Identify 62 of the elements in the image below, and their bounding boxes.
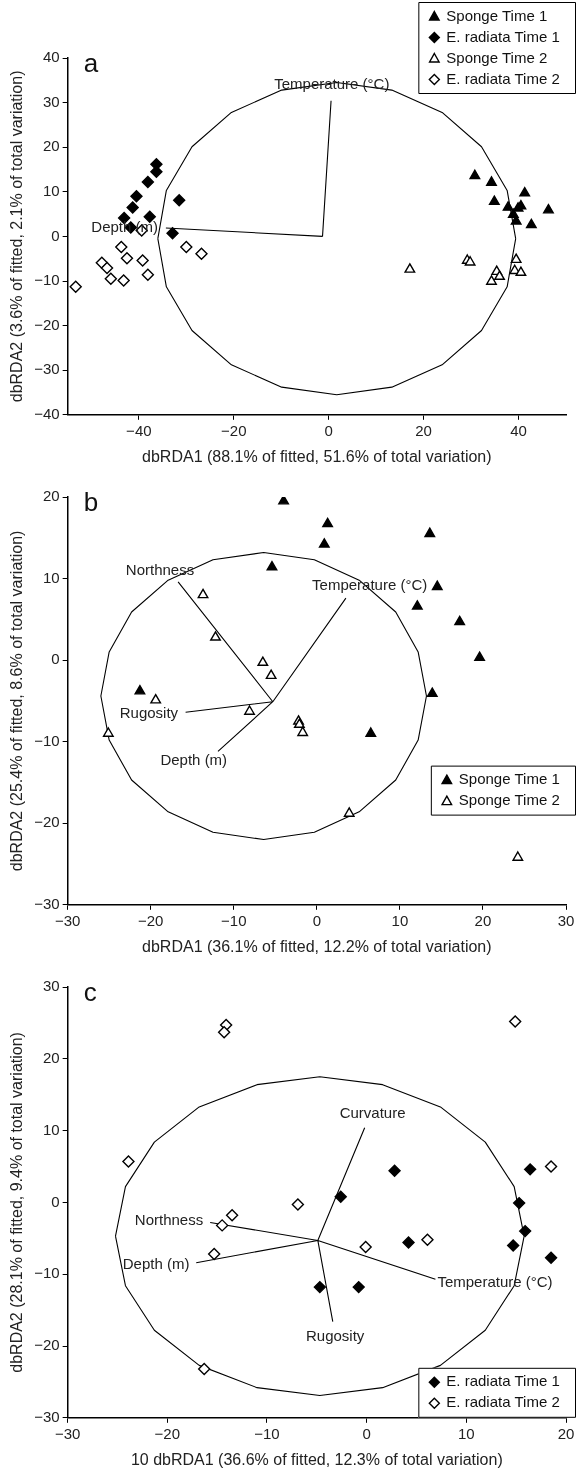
legend-label: Sponge Time 1	[458, 770, 560, 788]
y-axis-title: dbRDA2 (25.4% of fitted, 8.6% of total variation)	[8, 530, 26, 872]
x-tick-label: 0	[324, 421, 333, 439]
x-tick-label: 10	[457, 1424, 475, 1442]
x-tick-label: 40	[510, 421, 527, 439]
y-tick-label: −20	[34, 1336, 60, 1354]
y-tick-label: 10	[42, 181, 60, 199]
x-tick-label: 20	[415, 421, 432, 439]
y-tick-label: 0	[51, 1192, 60, 1210]
y-tick-label: −20	[34, 315, 60, 333]
y-tick-label: 20	[42, 487, 60, 505]
y-tick-label: 10	[42, 1120, 60, 1138]
y-tick-label: −20	[34, 813, 60, 831]
x-axis-title: dbRDA1 (36.1% of fitted, 12.2% of total variation)	[142, 937, 492, 955]
annotation: Rugosity	[306, 1327, 365, 1345]
y-tick-label: −10	[34, 1264, 60, 1282]
y-tick-label: −30	[34, 894, 60, 912]
y-tick-label: 10	[42, 568, 60, 586]
x-tick-label: 30	[557, 911, 575, 929]
x-axis-title: dbRDA1 (88.1% of fitted, 51.6% of total variation)	[142, 447, 492, 465]
y-tick-label: 0	[51, 650, 60, 668]
annotation: Depth (m)	[122, 1254, 190, 1272]
x-tick-label: −10	[254, 1424, 280, 1442]
legend-label: E. radiata Time 2	[446, 1393, 560, 1411]
y-tick-label: 20	[42, 137, 60, 155]
x-tick-label: −20	[154, 1424, 181, 1442]
x-tick-label: 0	[362, 1424, 371, 1442]
x-tick-label: −10	[221, 911, 247, 929]
legend-label: Sponge Time 1	[446, 6, 548, 24]
x-tick-label: −20	[221, 421, 247, 439]
y-tick-label: 30	[42, 977, 60, 995]
y-tick-label: 0	[51, 226, 60, 244]
legend-label: Sponge Time 2	[458, 791, 560, 809]
x-tick-label: −40	[126, 421, 152, 439]
annotation: Curvature	[339, 1103, 406, 1121]
y-tick-label: 30	[42, 92, 60, 110]
annotation: b	[83, 487, 99, 518]
x-tick-label: 10	[391, 911, 409, 929]
legend-label: E. radiata Time 1	[446, 27, 560, 45]
y-tick-label: −40	[34, 404, 60, 422]
annotation: Rugosity	[119, 703, 179, 721]
y-tick-label: −10	[34, 271, 60, 289]
legend-label: E. radiata Time 1	[446, 1372, 560, 1390]
annotation: Northness	[134, 1211, 204, 1229]
y-tick-label: 40	[42, 48, 60, 66]
x-tick-label: −20	[137, 911, 164, 929]
annotation: a	[83, 48, 99, 79]
y-tick-label: −30	[34, 360, 60, 378]
legend-label: Sponge Time 2	[446, 48, 548, 66]
y-axis-title: dbRDA2 (3.6% of fitted, 2.1% of total variation)	[8, 70, 26, 403]
annotation: Depth (m)	[160, 750, 228, 768]
y-tick-label: −30	[34, 1407, 60, 1425]
y-tick-label: 20	[42, 1048, 60, 1066]
annotation: c	[83, 977, 97, 1008]
x-tick-label: 20	[557, 1424, 575, 1442]
y-tick-label: −10	[34, 731, 60, 749]
x-axis-title: 10 dbRDA1 (36.6% of fitted, 12.3% of total variation)	[130, 1450, 503, 1468]
legend-label: E. radiata Time 2	[446, 69, 560, 87]
x-tick-label: 20	[474, 911, 492, 929]
y-axis-title: dbRDA2 (28.1% of fitted, 9.4% of total variation)	[8, 1032, 26, 1373]
annotation: Northness	[125, 560, 195, 578]
x-tick-label: 0	[312, 911, 321, 929]
